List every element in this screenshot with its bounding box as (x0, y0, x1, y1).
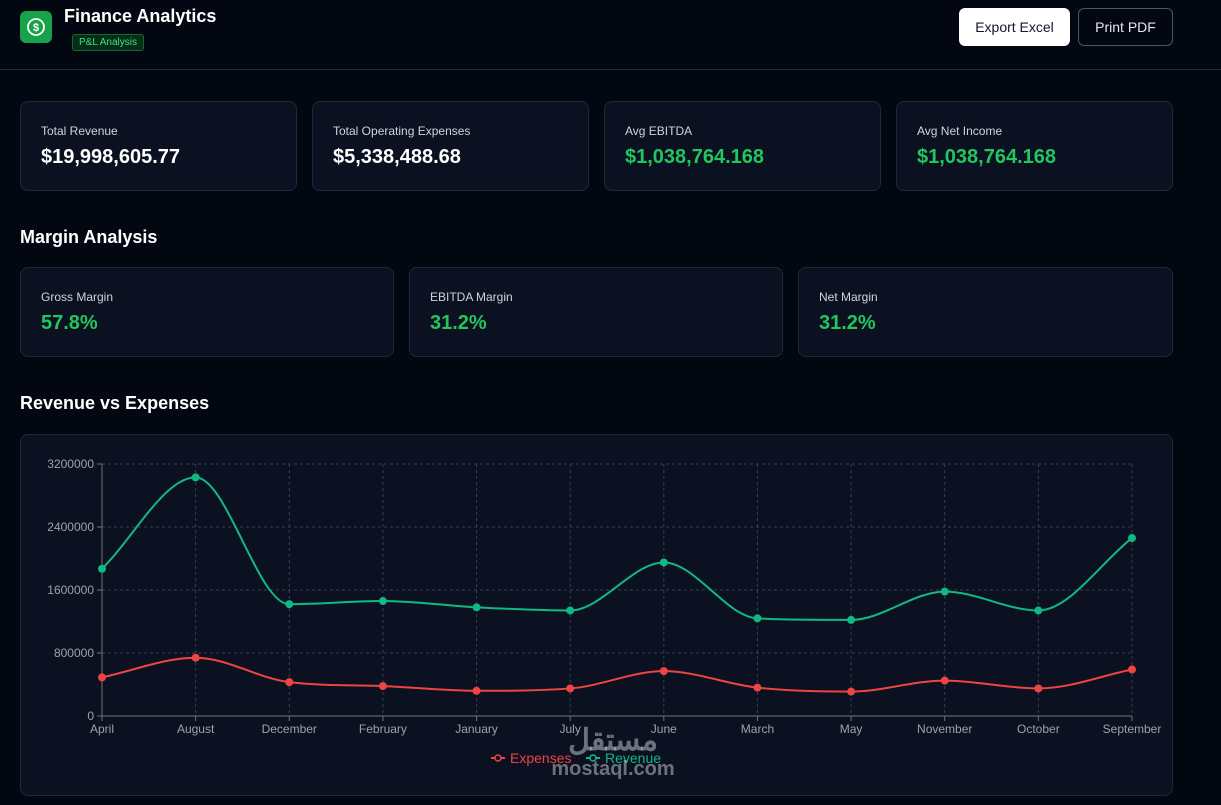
revenue-data-point (659, 558, 668, 567)
x-tick-label: August (177, 722, 215, 736)
expenses-legend-marker (494, 754, 502, 762)
expenses-legend-label: Expenses (510, 750, 571, 766)
x-tick-label: May (840, 722, 863, 736)
expenses-data-point (1128, 665, 1136, 674)
kpi-card-total-revenue: Total Revenue $19,998,605.77 (20, 101, 297, 191)
kpi-card-avg-ebitda: Avg EBITDA $1,038,764.168 (604, 101, 881, 191)
dollar-circle-icon: $ (20, 11, 52, 43)
y-tick-label: 1600000 (47, 583, 94, 597)
revenue-data-point (472, 603, 481, 612)
kpi-card-total-operating-expenses: Total Operating Expenses $5,338,488.68 (312, 101, 589, 191)
revenue-data-point (566, 606, 575, 615)
x-tick-label: September (1103, 722, 1162, 736)
expenses-data-point (285, 678, 294, 687)
report-type-badge: P&L Analysis (72, 34, 144, 51)
revenue-legend-label: Revenue (605, 750, 661, 766)
margin-card-net: Net Margin 31.2% (798, 267, 1173, 357)
y-tick-label: 800000 (54, 646, 94, 660)
expenses-data-point (98, 673, 106, 682)
expenses-data-point (659, 667, 668, 676)
y-tick-label: 0 (87, 709, 94, 723)
print-pdf-button[interactable]: Print PDF (1078, 8, 1173, 46)
margin-label: Net Margin (819, 290, 878, 304)
margin-label: Gross Margin (41, 290, 114, 304)
margin-value: 31.2% (819, 312, 876, 334)
revenue-expenses-line-chart: 0 800000 1600000 2400000 3200000 April August D… (47, 457, 1162, 766)
kpi-label: Total Operating Expenses (333, 124, 471, 138)
revenue-data-point (378, 597, 387, 606)
kpi-label: Avg EBITDA (625, 124, 693, 138)
x-tick-label: February (359, 722, 407, 736)
kpi-value: $19,998,605.77 (41, 146, 181, 168)
kpi-value: $1,038,764.168 (917, 146, 1057, 168)
revenue-vs-expenses-title: Revenue vs Expenses (20, 393, 210, 413)
revenue-expenses-chart-card: 0 800000 1600000 2400000 3200000 April August D… (20, 434, 1173, 796)
revenue-legend-marker (589, 754, 597, 762)
revenue-data-point (847, 615, 856, 624)
kpi-label: Total Revenue (41, 124, 118, 138)
svg-text:$: $ (33, 22, 39, 34)
margin-value: 31.2% (430, 312, 487, 334)
x-tick-label: March (741, 722, 774, 736)
revenue-data-point (753, 614, 762, 623)
y-tick-label: 2400000 (47, 520, 94, 534)
x-tick-label: April (90, 722, 114, 736)
revenue-data-point (1128, 534, 1136, 543)
expenses-data-point (753, 683, 762, 692)
revenue-data-point (98, 564, 106, 573)
revenue-data-point (285, 600, 294, 609)
kpi-value: $1,038,764.168 (625, 146, 765, 168)
revenue-data-point (940, 587, 949, 596)
margin-label: EBITDA Margin (430, 290, 513, 304)
x-tick-label: November (917, 722, 972, 736)
margin-card-gross: Gross Margin 57.8% (20, 267, 394, 357)
app-header: $ Finance Analytics P&L Analysis Export … (0, 0, 1221, 70)
expenses-data-point (191, 653, 200, 662)
revenue-data-point (1034, 606, 1043, 615)
export-excel-button[interactable]: Export Excel (959, 8, 1070, 46)
kpi-label: Avg Net Income (917, 124, 1003, 138)
x-tick-label: January (455, 722, 498, 736)
expenses-data-point (847, 687, 856, 696)
kpi-value: $5,338,488.68 (333, 146, 461, 168)
expenses-data-point (378, 682, 387, 691)
x-tick-label: June (651, 722, 677, 736)
expenses-data-point (1034, 684, 1043, 693)
margin-card-ebitda: EBITDA Margin 31.2% (409, 267, 783, 357)
expenses-data-point (940, 676, 949, 685)
expenses-data-point (472, 686, 481, 695)
app-title: Finance Analytics (64, 6, 217, 26)
expenses-series-line (101, 656, 1133, 693)
expenses-data-point (566, 684, 575, 693)
revenue-data-point (191, 473, 200, 482)
y-tick-label: 3200000 (47, 457, 94, 471)
kpi-card-avg-net-income: Avg Net Income $1,038,764.168 (896, 101, 1173, 191)
x-tick-label: July (560, 722, 581, 736)
margin-value: 57.8% (41, 312, 98, 334)
x-tick-label: October (1017, 722, 1060, 736)
margin-analysis-title: Margin Analysis (20, 227, 158, 247)
revenue-series-line (101, 476, 1133, 621)
x-tick-label: December (262, 722, 317, 736)
